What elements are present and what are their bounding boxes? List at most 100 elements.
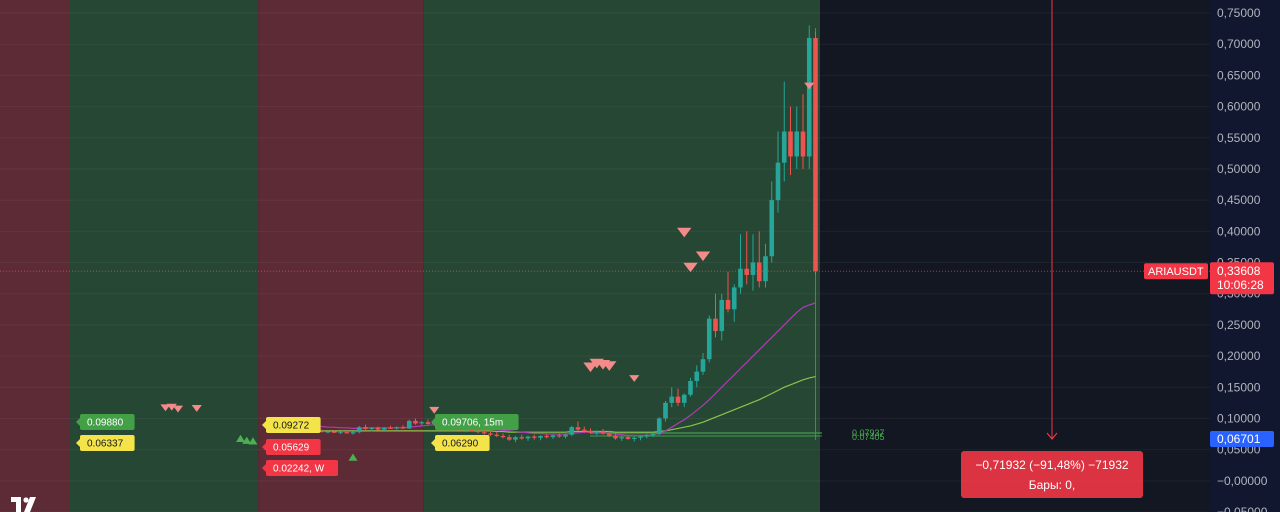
candle[interactable] [481, 429, 487, 435]
candle-body [688, 381, 693, 395]
candle-body [356, 427, 362, 433]
candle[interactable] [638, 435, 643, 441]
candle-body [613, 435, 618, 439]
candle[interactable] [631, 436, 637, 442]
candle[interactable] [331, 430, 337, 433]
tag-label: 0.09706, 15m [442, 418, 503, 429]
ma-slow-line [309, 376, 816, 433]
candle[interactable] [781, 81, 787, 182]
candle[interactable] [625, 435, 631, 440]
candle[interactable] [763, 243, 768, 288]
price-axis[interactable]: 0,75000 0,70000 0,65000 0,60000 0,55000 0,500… [1144, 0, 1280, 512]
candle[interactable] [700, 352, 706, 375]
candle[interactable] [556, 433, 562, 438]
candle-body [581, 429, 587, 431]
candle[interactable] [800, 94, 806, 169]
candle[interactable] [706, 315, 712, 363]
candle[interactable] [531, 434, 537, 440]
candle[interactable] [419, 420, 425, 426]
candle[interactable] [738, 234, 743, 294]
candle[interactable] [606, 430, 612, 438]
candle[interactable] [550, 434, 556, 440]
candle[interactable] [588, 428, 593, 435]
candle[interactable] [525, 435, 531, 441]
candle[interactable] [731, 284, 737, 322]
candle[interactable] [694, 365, 700, 388]
candle[interactable] [319, 429, 325, 433]
price-axis-tick: −0,05000 [1217, 505, 1268, 512]
candle-body [725, 299, 731, 310]
price-axis-tick: 0,50000 [1217, 162, 1261, 176]
candle[interactable] [494, 432, 500, 438]
current-level-value: 0,06701 [1217, 432, 1261, 446]
candle-body [475, 430, 481, 433]
candle[interactable] [619, 435, 625, 441]
candle[interactable] [675, 388, 681, 406]
candle-body [806, 37, 812, 157]
price-tag-yellow: 0.06337 [76, 435, 135, 451]
candle[interactable] [350, 431, 356, 435]
candle[interactable] [594, 430, 600, 436]
candle[interactable] [794, 106, 800, 169]
candle[interactable] [681, 393, 687, 408]
level-label-2: 0.07405 [852, 432, 885, 442]
candle[interactable] [650, 432, 656, 438]
candle[interactable] [719, 293, 725, 341]
candle[interactable] [663, 400, 668, 422]
candle[interactable] [363, 424, 368, 430]
candle[interactable] [806, 25, 812, 169]
candle[interactable] [519, 434, 525, 440]
candle[interactable] [488, 430, 493, 436]
candle[interactable] [506, 434, 512, 441]
candle[interactable] [581, 426, 587, 433]
range-info-box[interactable] [961, 451, 1143, 498]
candle[interactable] [394, 426, 400, 430]
candle[interactable] [775, 131, 781, 213]
tradingview-logo-icon[interactable] [11, 497, 36, 512]
candle[interactable] [644, 434, 650, 439]
price-axis-tick: 0,20000 [1217, 349, 1261, 363]
candle-body [694, 371, 700, 382]
candle[interactable] [388, 425, 393, 430]
candle[interactable] [656, 417, 662, 436]
range-measure-tool[interactable]: −0,71932 (−91,48%) −71932 Бары: 0, [961, 0, 1143, 498]
candle[interactable] [600, 429, 606, 435]
candle[interactable] [406, 419, 412, 430]
current-level-tag [1210, 431, 1274, 448]
candle[interactable] [575, 421, 581, 431]
candle[interactable] [513, 435, 518, 443]
candle[interactable] [538, 435, 543, 441]
candle[interactable] [375, 426, 381, 431]
candle[interactable] [713, 293, 718, 338]
candle[interactable] [381, 427, 387, 431]
candle[interactable] [756, 231, 762, 288]
candles-layer[interactable] [306, 25, 818, 443]
candle[interactable] [356, 425, 362, 434]
candle[interactable] [544, 434, 550, 439]
buy-marker [242, 436, 252, 444]
candle[interactable] [400, 425, 406, 430]
candle[interactable] [413, 418, 418, 425]
candle[interactable] [569, 425, 575, 436]
sell-marker [160, 404, 171, 412]
candle[interactable] [813, 31, 818, 275]
candle[interactable] [344, 430, 350, 434]
candle[interactable] [325, 430, 331, 434]
candle[interactable] [769, 181, 775, 263]
candle[interactable] [744, 231, 750, 285]
candle[interactable] [500, 433, 506, 439]
candle[interactable] [788, 106, 793, 176]
candle[interactable] [369, 427, 375, 432]
candle[interactable] [750, 234, 756, 291]
candle[interactable] [688, 377, 693, 397]
candle-body [400, 427, 406, 429]
candle[interactable] [425, 419, 431, 425]
candle-body [494, 434, 500, 436]
candle[interactable] [338, 431, 343, 435]
candle[interactable] [669, 387, 675, 408]
candle[interactable] [613, 433, 618, 440]
candle[interactable] [563, 434, 568, 439]
candle-body [550, 435, 556, 438]
candle[interactable] [725, 271, 731, 313]
